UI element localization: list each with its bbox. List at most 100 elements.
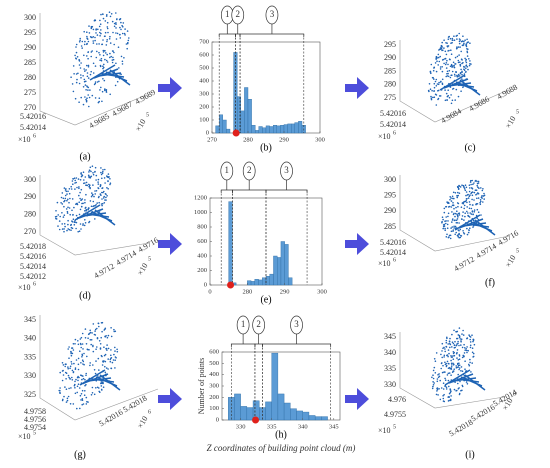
cloud-point — [93, 83, 96, 86]
region-badge — [242, 161, 256, 181]
cloud-point — [91, 36, 93, 39]
cloud-point — [104, 20, 107, 22]
cloud-point — [82, 103, 85, 106]
cloud-point — [101, 202, 104, 205]
cloud-point — [467, 193, 469, 196]
cloud-point — [94, 328, 97, 331]
z-tick-label: 345 — [384, 332, 396, 341]
cloud-point — [94, 170, 96, 173]
cloud-point — [460, 50, 462, 53]
cloud-point — [61, 192, 64, 194]
cloud-point — [82, 75, 84, 77]
u-tick-label: 5.42014 — [380, 248, 406, 257]
cloud-point — [100, 336, 102, 339]
cloud-point — [65, 363, 67, 365]
cloud-point — [85, 343, 88, 345]
cloud-point — [467, 197, 470, 199]
cloud-point — [81, 47, 83, 49]
cloud-point — [110, 349, 112, 351]
cloud-point — [84, 222, 87, 224]
cloud-point — [462, 230, 464, 232]
cloud-point — [105, 59, 108, 62]
bar — [233, 52, 238, 134]
cloud-point — [474, 189, 477, 191]
cloud-point — [74, 380, 76, 383]
cloud-point — [436, 57, 438, 59]
axis-frame — [399, 40, 509, 123]
cloud-point — [62, 197, 65, 200]
cloud-point — [461, 215, 464, 217]
cloud-point — [73, 362, 75, 365]
cloud-point — [456, 210, 458, 212]
cloud-point — [450, 374, 452, 376]
cloud-point — [102, 382, 104, 384]
cloud-point — [90, 343, 92, 346]
cloud-point — [74, 54, 76, 57]
cloud-point — [74, 367, 77, 369]
cloud-point — [96, 43, 98, 45]
cloud-point — [458, 344, 460, 347]
cloud-point — [81, 359, 84, 361]
v-tick-label: 4.9712 — [452, 255, 476, 274]
cloud-point — [473, 211, 476, 213]
cloud-point — [450, 94, 452, 96]
cloud-point — [69, 365, 72, 368]
bar — [298, 121, 303, 134]
region-bracket — [235, 24, 241, 37]
cloud-point — [94, 81, 97, 83]
cloud-point — [444, 63, 447, 66]
bar — [251, 124, 256, 134]
cloud-point — [468, 229, 470, 232]
cloud-point — [88, 25, 90, 27]
cloud-point — [454, 56, 457, 59]
v-tick-label: 4.9716 — [136, 236, 160, 255]
cloud-point — [95, 179, 97, 181]
cloud-point — [456, 38, 458, 40]
cloud-point — [465, 58, 467, 61]
cloud-point — [448, 399, 450, 402]
cloud-point — [89, 73, 92, 76]
cloud-point — [450, 362, 453, 365]
y-tick-label: 600 — [199, 51, 209, 58]
cloud-point — [80, 362, 82, 364]
cloud-point — [75, 57, 77, 59]
cloud-point — [443, 225, 446, 227]
cloud-point — [459, 46, 461, 48]
cloud-point — [104, 335, 106, 338]
cloud-point — [92, 344, 94, 347]
cloud-point — [439, 47, 442, 49]
bar — [288, 277, 293, 286]
cloud-point — [79, 394, 82, 397]
x-tick-label: 290 — [280, 288, 290, 295]
cloud-point — [100, 32, 102, 35]
cloud-point — [78, 101, 80, 103]
cloud-point — [461, 59, 463, 61]
cloud-point — [104, 360, 107, 363]
region-label: 3 — [270, 9, 275, 19]
u-tick-label: 5.42016 — [380, 238, 406, 247]
cloud-point — [97, 322, 100, 325]
cloud-point — [100, 381, 103, 383]
bar — [284, 244, 289, 286]
cloud-point — [105, 347, 108, 350]
cloud-point — [482, 201, 484, 203]
bar — [226, 128, 231, 134]
cloud-point — [435, 78, 438, 81]
cloud-point — [70, 224, 72, 227]
cloud-point — [443, 356, 445, 358]
y-tick-label: 600 — [197, 238, 207, 245]
cloud-point — [94, 65, 97, 67]
cloud-point — [458, 185, 461, 187]
y-tick-label: 300 — [199, 90, 209, 97]
cloud-point — [97, 181, 99, 183]
cloud-point — [458, 222, 460, 224]
bar — [246, 407, 254, 421]
cloud-point — [80, 45, 83, 47]
cloud-point — [113, 22, 116, 25]
cloud-point — [453, 344, 456, 346]
cloud-point — [106, 40, 108, 43]
bar — [277, 257, 282, 286]
cloud-point — [428, 90, 430, 93]
cloud-point — [469, 358, 471, 361]
cloud-point — [88, 332, 91, 335]
